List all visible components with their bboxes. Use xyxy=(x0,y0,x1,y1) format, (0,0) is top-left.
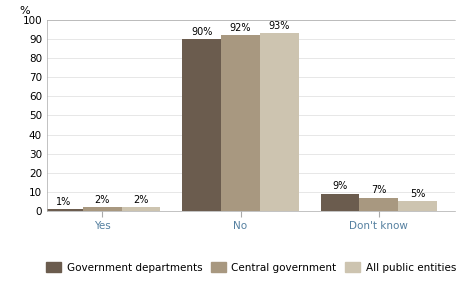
Text: 2%: 2% xyxy=(133,195,149,205)
Y-axis label: %: % xyxy=(19,6,30,16)
Text: 90%: 90% xyxy=(191,27,212,37)
Text: 9%: 9% xyxy=(333,182,348,192)
Legend: Government departments, Central government, All public entities: Government departments, Central governme… xyxy=(42,258,460,277)
Text: 92%: 92% xyxy=(230,23,251,33)
Bar xyxy=(398,201,437,211)
Text: 5%: 5% xyxy=(410,189,425,199)
Text: 7%: 7% xyxy=(371,185,386,195)
Bar xyxy=(321,194,360,211)
Bar xyxy=(182,39,221,211)
Bar xyxy=(221,35,260,211)
Text: 1%: 1% xyxy=(56,197,71,207)
Bar xyxy=(121,207,160,211)
Bar xyxy=(260,33,299,211)
Text: 93%: 93% xyxy=(269,21,290,31)
Bar xyxy=(44,209,83,211)
Text: 2%: 2% xyxy=(95,195,110,205)
Bar xyxy=(83,207,121,211)
Bar xyxy=(360,198,398,211)
